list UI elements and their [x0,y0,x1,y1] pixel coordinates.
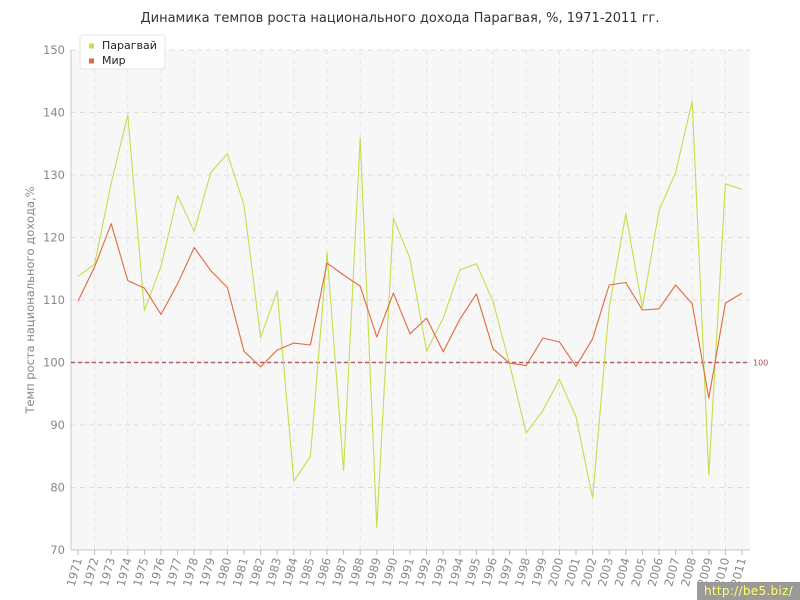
y-tick-label: 90 [50,418,65,432]
y-tick-label: 150 [43,43,65,57]
y-tick-label: 80 [50,481,65,495]
legend[interactable]: Парагвай Мир [79,34,166,70]
series-line-paraguay [77,100,743,529]
y-tick-label: 130 [43,168,65,182]
reference-line-label: 100 [753,359,768,368]
y-axis-label: Темп роста национального дохода,% [23,186,37,414]
y-tick-label: 120 [43,231,65,245]
y-tick-label: 110 [43,293,65,307]
y-tick-label: 100 [43,356,65,370]
y-tick-label: 140 [43,106,65,120]
series-line-world [77,223,743,399]
chart-title: Динамика темпов роста национального дохо… [140,11,659,26]
legend-marker [89,58,94,64]
watermark[interactable]: http://be5.biz/ [697,582,800,600]
legend-marker [89,43,94,49]
y-tick-label: 70 [50,543,65,557]
x-axis: 1971197219731974197519761977197819791980… [64,549,750,588]
reference-line: 100 [71,359,768,368]
legend-label: Парагвай [102,39,157,52]
legend-box [79,34,166,70]
y-axis: 70 80 90 100 110 120 130 140 150 [43,43,72,557]
series-lines [77,100,743,529]
grid [71,49,750,550]
legend-label: Мир [102,54,126,67]
